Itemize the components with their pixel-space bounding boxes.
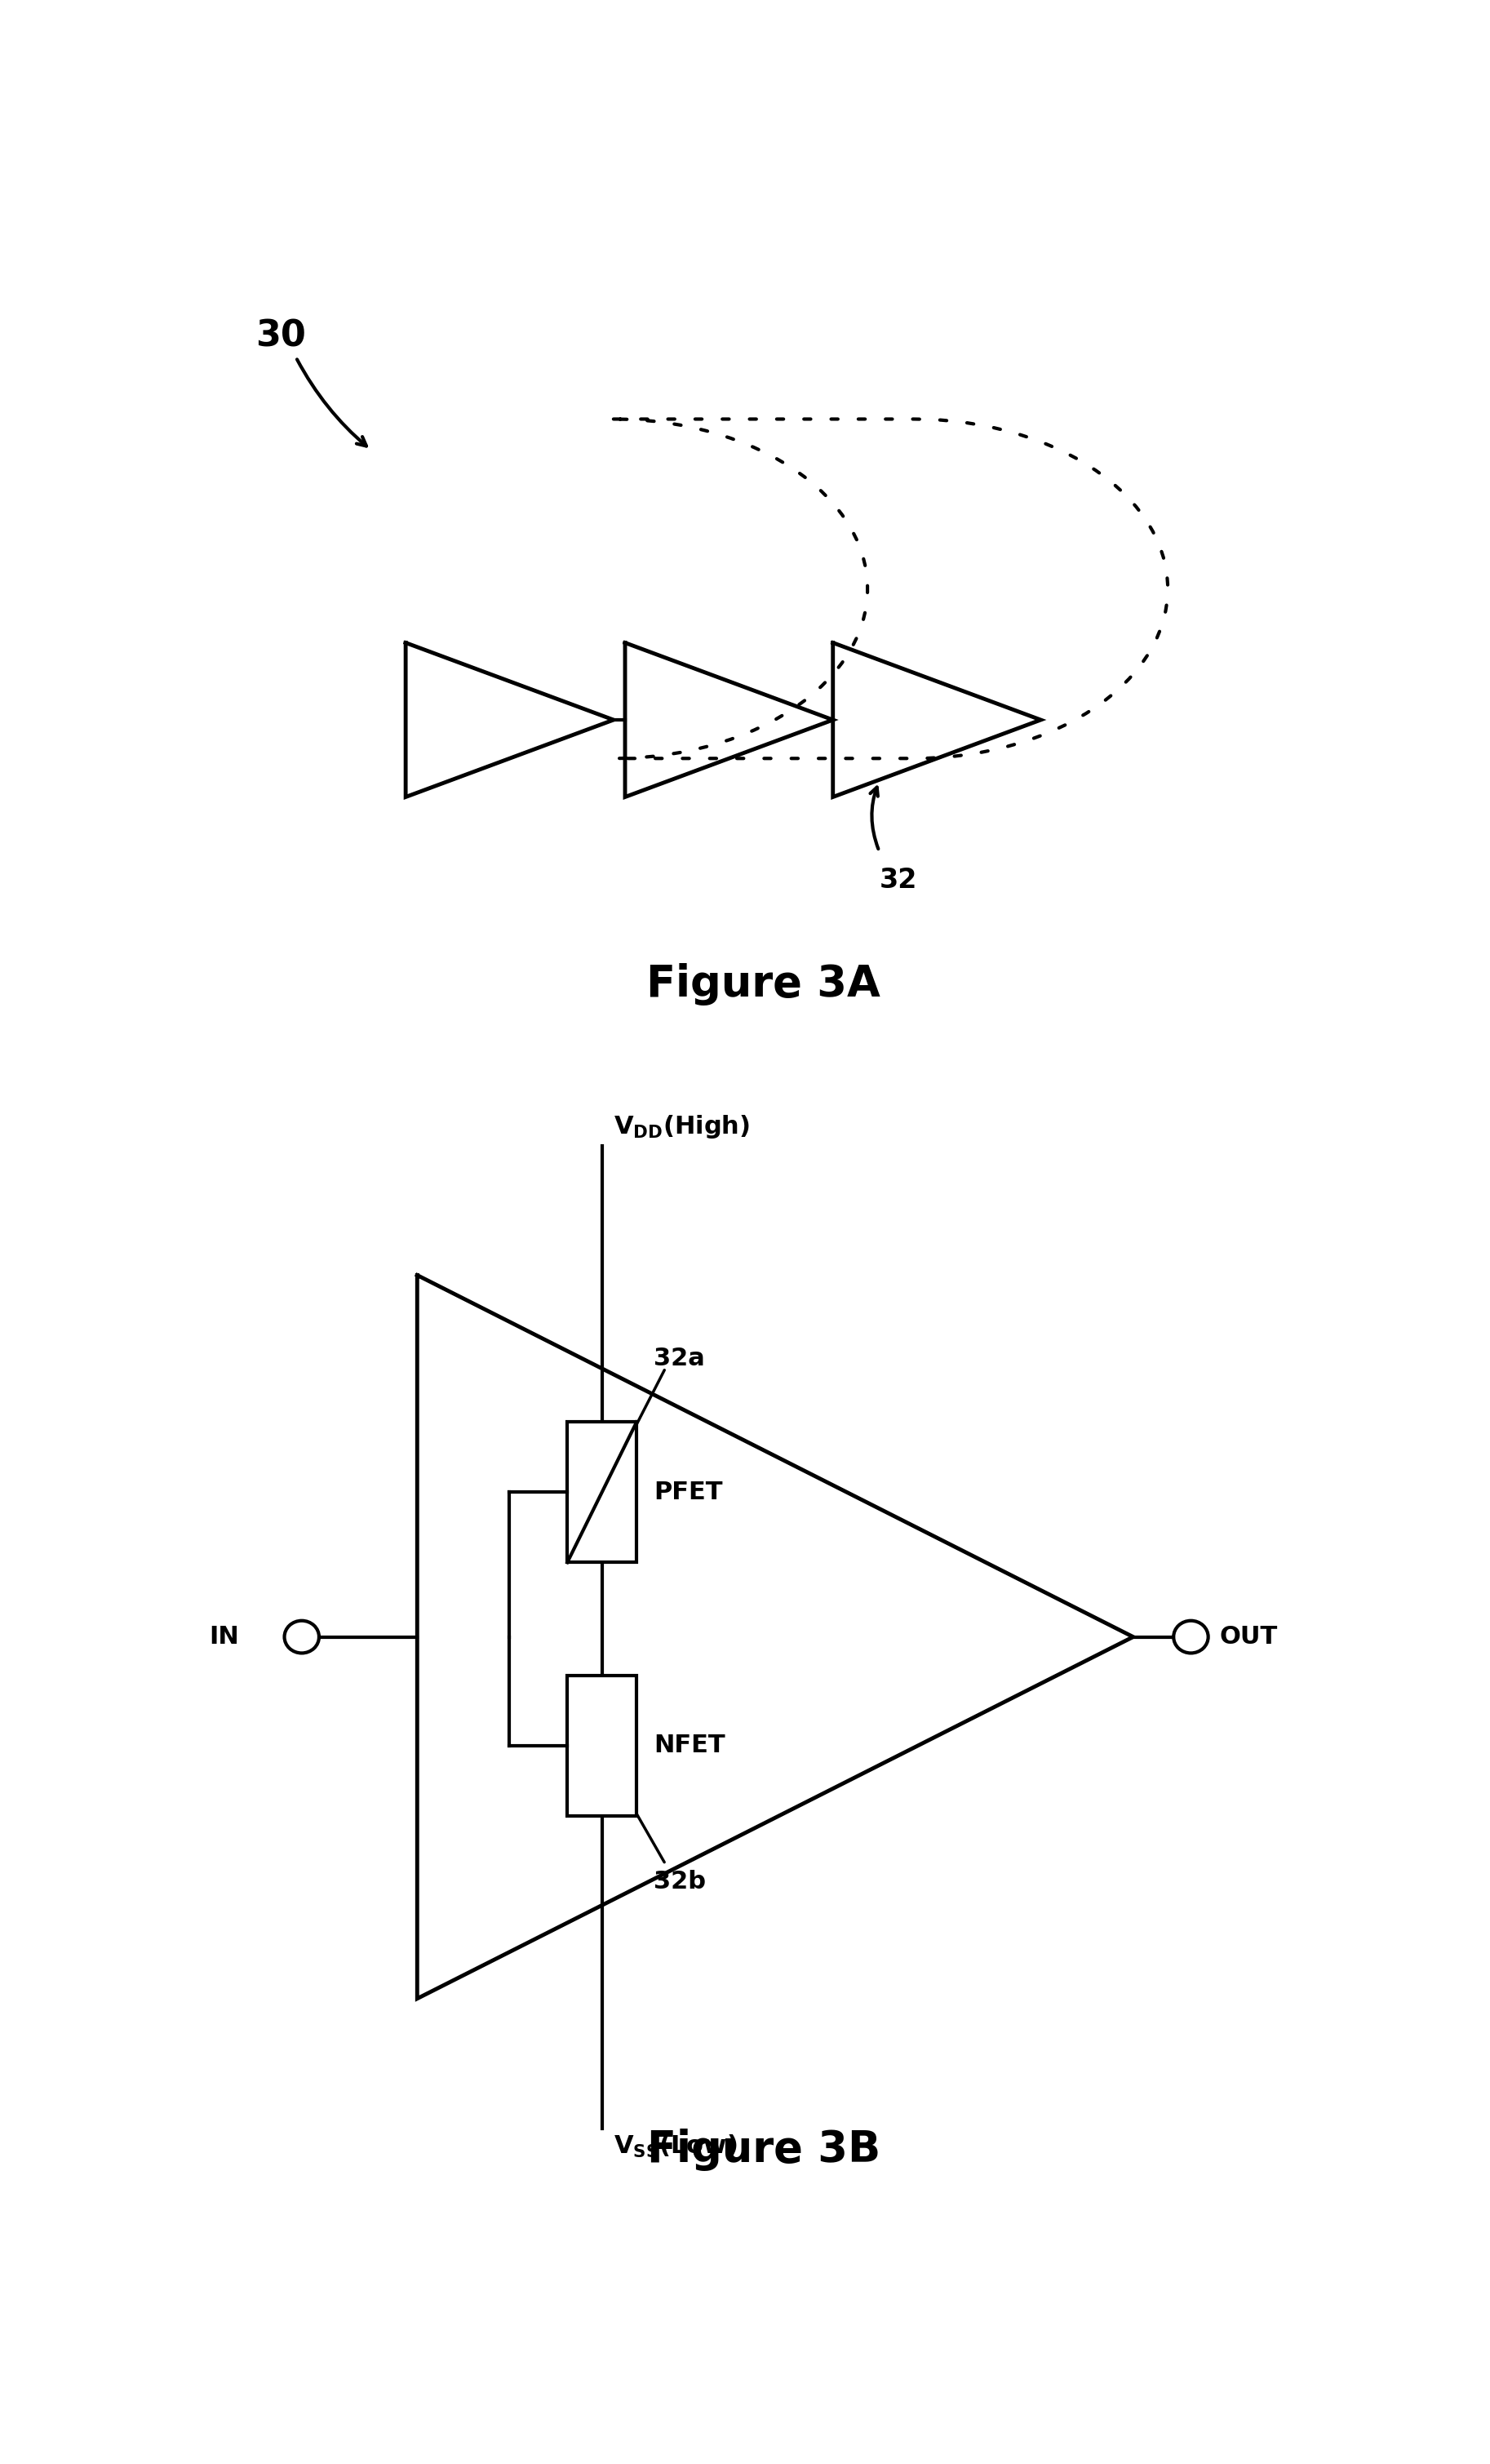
Text: PFET: PFET — [654, 1481, 723, 1503]
Text: OUT: OUT — [1220, 1626, 1278, 1648]
Text: 32a: 32a — [654, 1345, 705, 1370]
Text: $\mathbf{V_{SS}}$$\mathbf{(Low)}$: $\mathbf{V_{SS}}$$\mathbf{(Low)}$ — [614, 2134, 738, 2161]
Text: NFET: NFET — [654, 1735, 726, 1757]
Bar — [568, 1422, 636, 1562]
Text: IN: IN — [209, 1626, 240, 1648]
Text: Figure 3B: Figure 3B — [647, 2129, 881, 2171]
Text: $\mathbf{V_{DD}}$$\mathbf{(High)}$: $\mathbf{V_{DD}}$$\mathbf{(High)}$ — [614, 1114, 749, 1141]
Text: 30: 30 — [256, 318, 305, 355]
Bar — [568, 1676, 636, 1816]
Text: 32: 32 — [879, 867, 916, 894]
Text: 32b: 32b — [654, 1870, 706, 1892]
Text: Figure 3A: Figure 3A — [647, 963, 881, 1005]
